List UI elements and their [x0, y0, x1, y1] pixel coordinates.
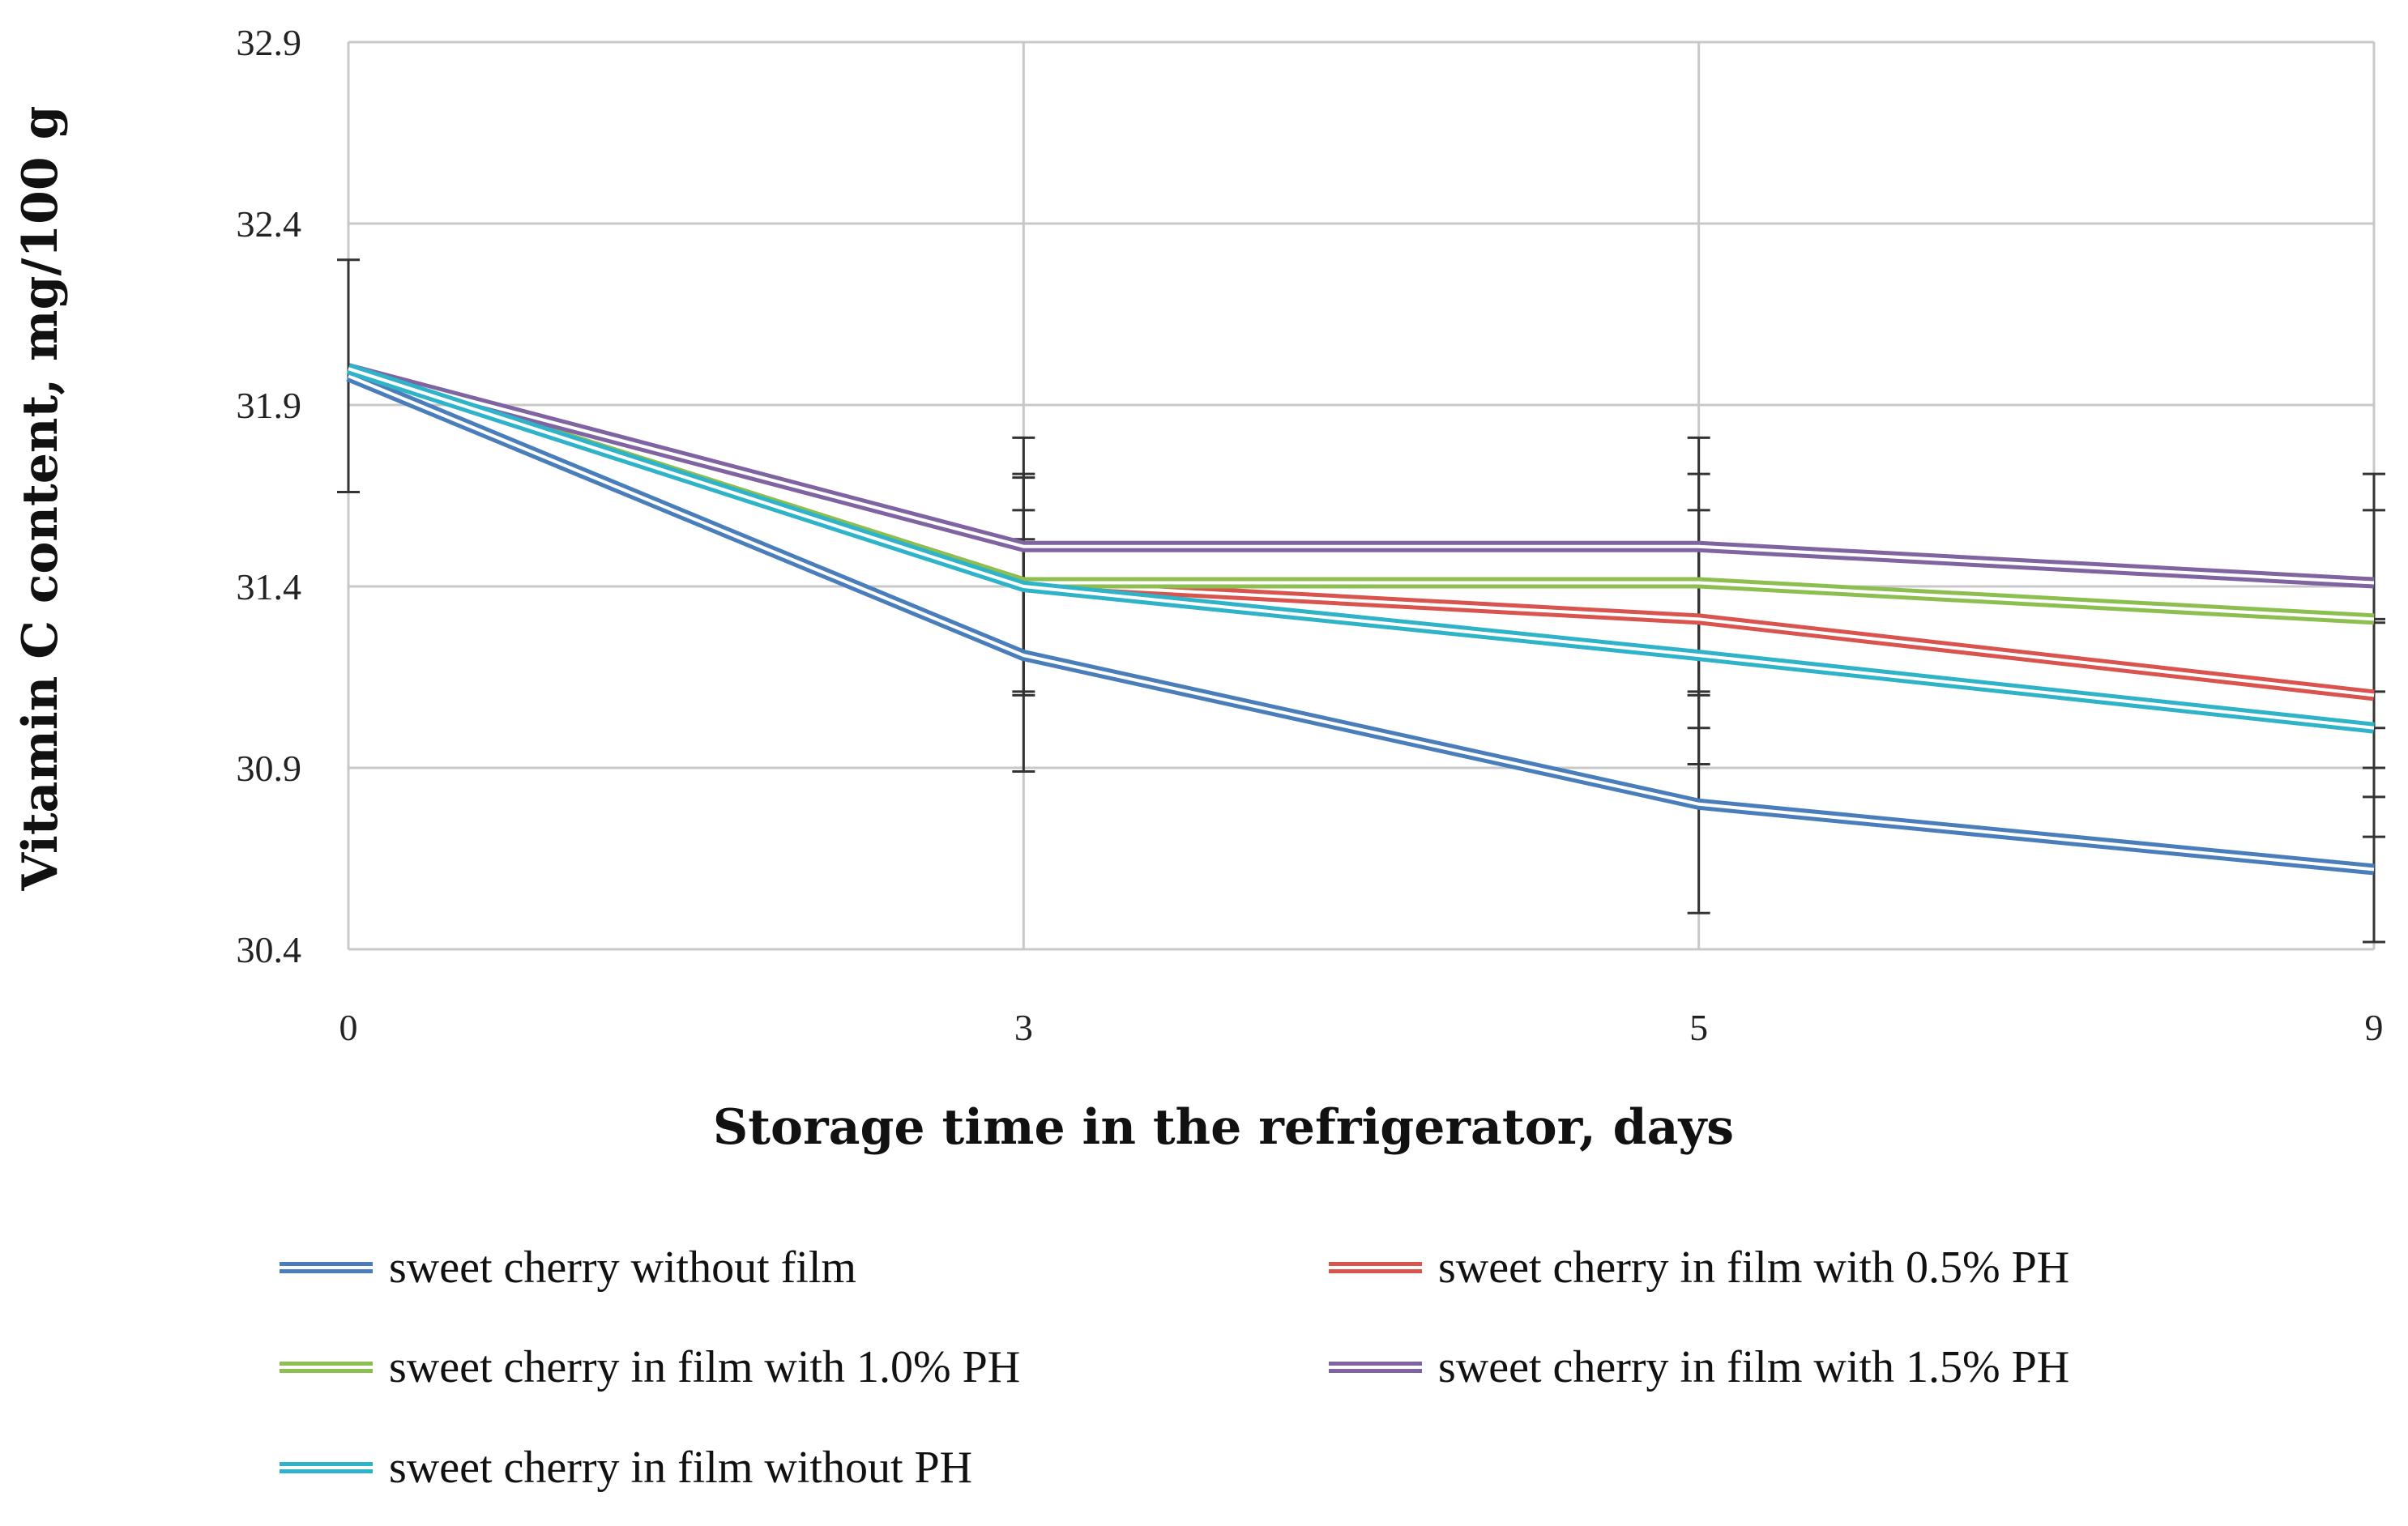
legend-label-2: sweet cherry in film with 1.0% PH [389, 1342, 1020, 1392]
y-tick-label-2: 31.4 [237, 566, 302, 607]
y-tick-label-5: 32.9 [237, 22, 302, 63]
x-tick-labels: 0 3 5 9 [339, 1007, 2384, 1048]
series-lines [346, 363, 2375, 876]
x-tick-label-0: 0 [339, 1007, 358, 1048]
y-tick-label-1: 30.9 [237, 748, 302, 789]
legend: sweet cherry without film sweet cherry in… [280, 1243, 2069, 1493]
y-tick-label-0: 30.4 [237, 929, 302, 970]
y-axis-title: Vitamin C content, mg/100 g [12, 106, 69, 892]
legend-label-3: sweet cherry in film with 1.5% PH [1438, 1342, 2069, 1392]
x-axis-title: Storage time in the refrigerator, days [713, 1099, 1734, 1156]
legend-label-0: sweet cherry without film [389, 1243, 856, 1293]
x-tick-label-2: 5 [1689, 1007, 1708, 1048]
y-tick-label-4: 32.4 [237, 203, 302, 245]
series-line-inner-4 [348, 367, 2375, 730]
x-tick-label-3: 9 [2365, 1007, 2384, 1048]
series-line-inner-0 [348, 374, 2375, 872]
legend-label-4: sweet cherry in film without PH [389, 1443, 972, 1493]
y-tick-label-3: 31.9 [237, 385, 302, 426]
legend-label-1: sweet cherry in film with 0.5% PH [1438, 1243, 2069, 1293]
x-tick-label-1: 3 [1014, 1007, 1033, 1048]
series-line-inner-3 [348, 367, 2375, 585]
y-tick-labels: 30.4 30.9 31.4 31.9 32.4 32.9 [237, 22, 302, 970]
